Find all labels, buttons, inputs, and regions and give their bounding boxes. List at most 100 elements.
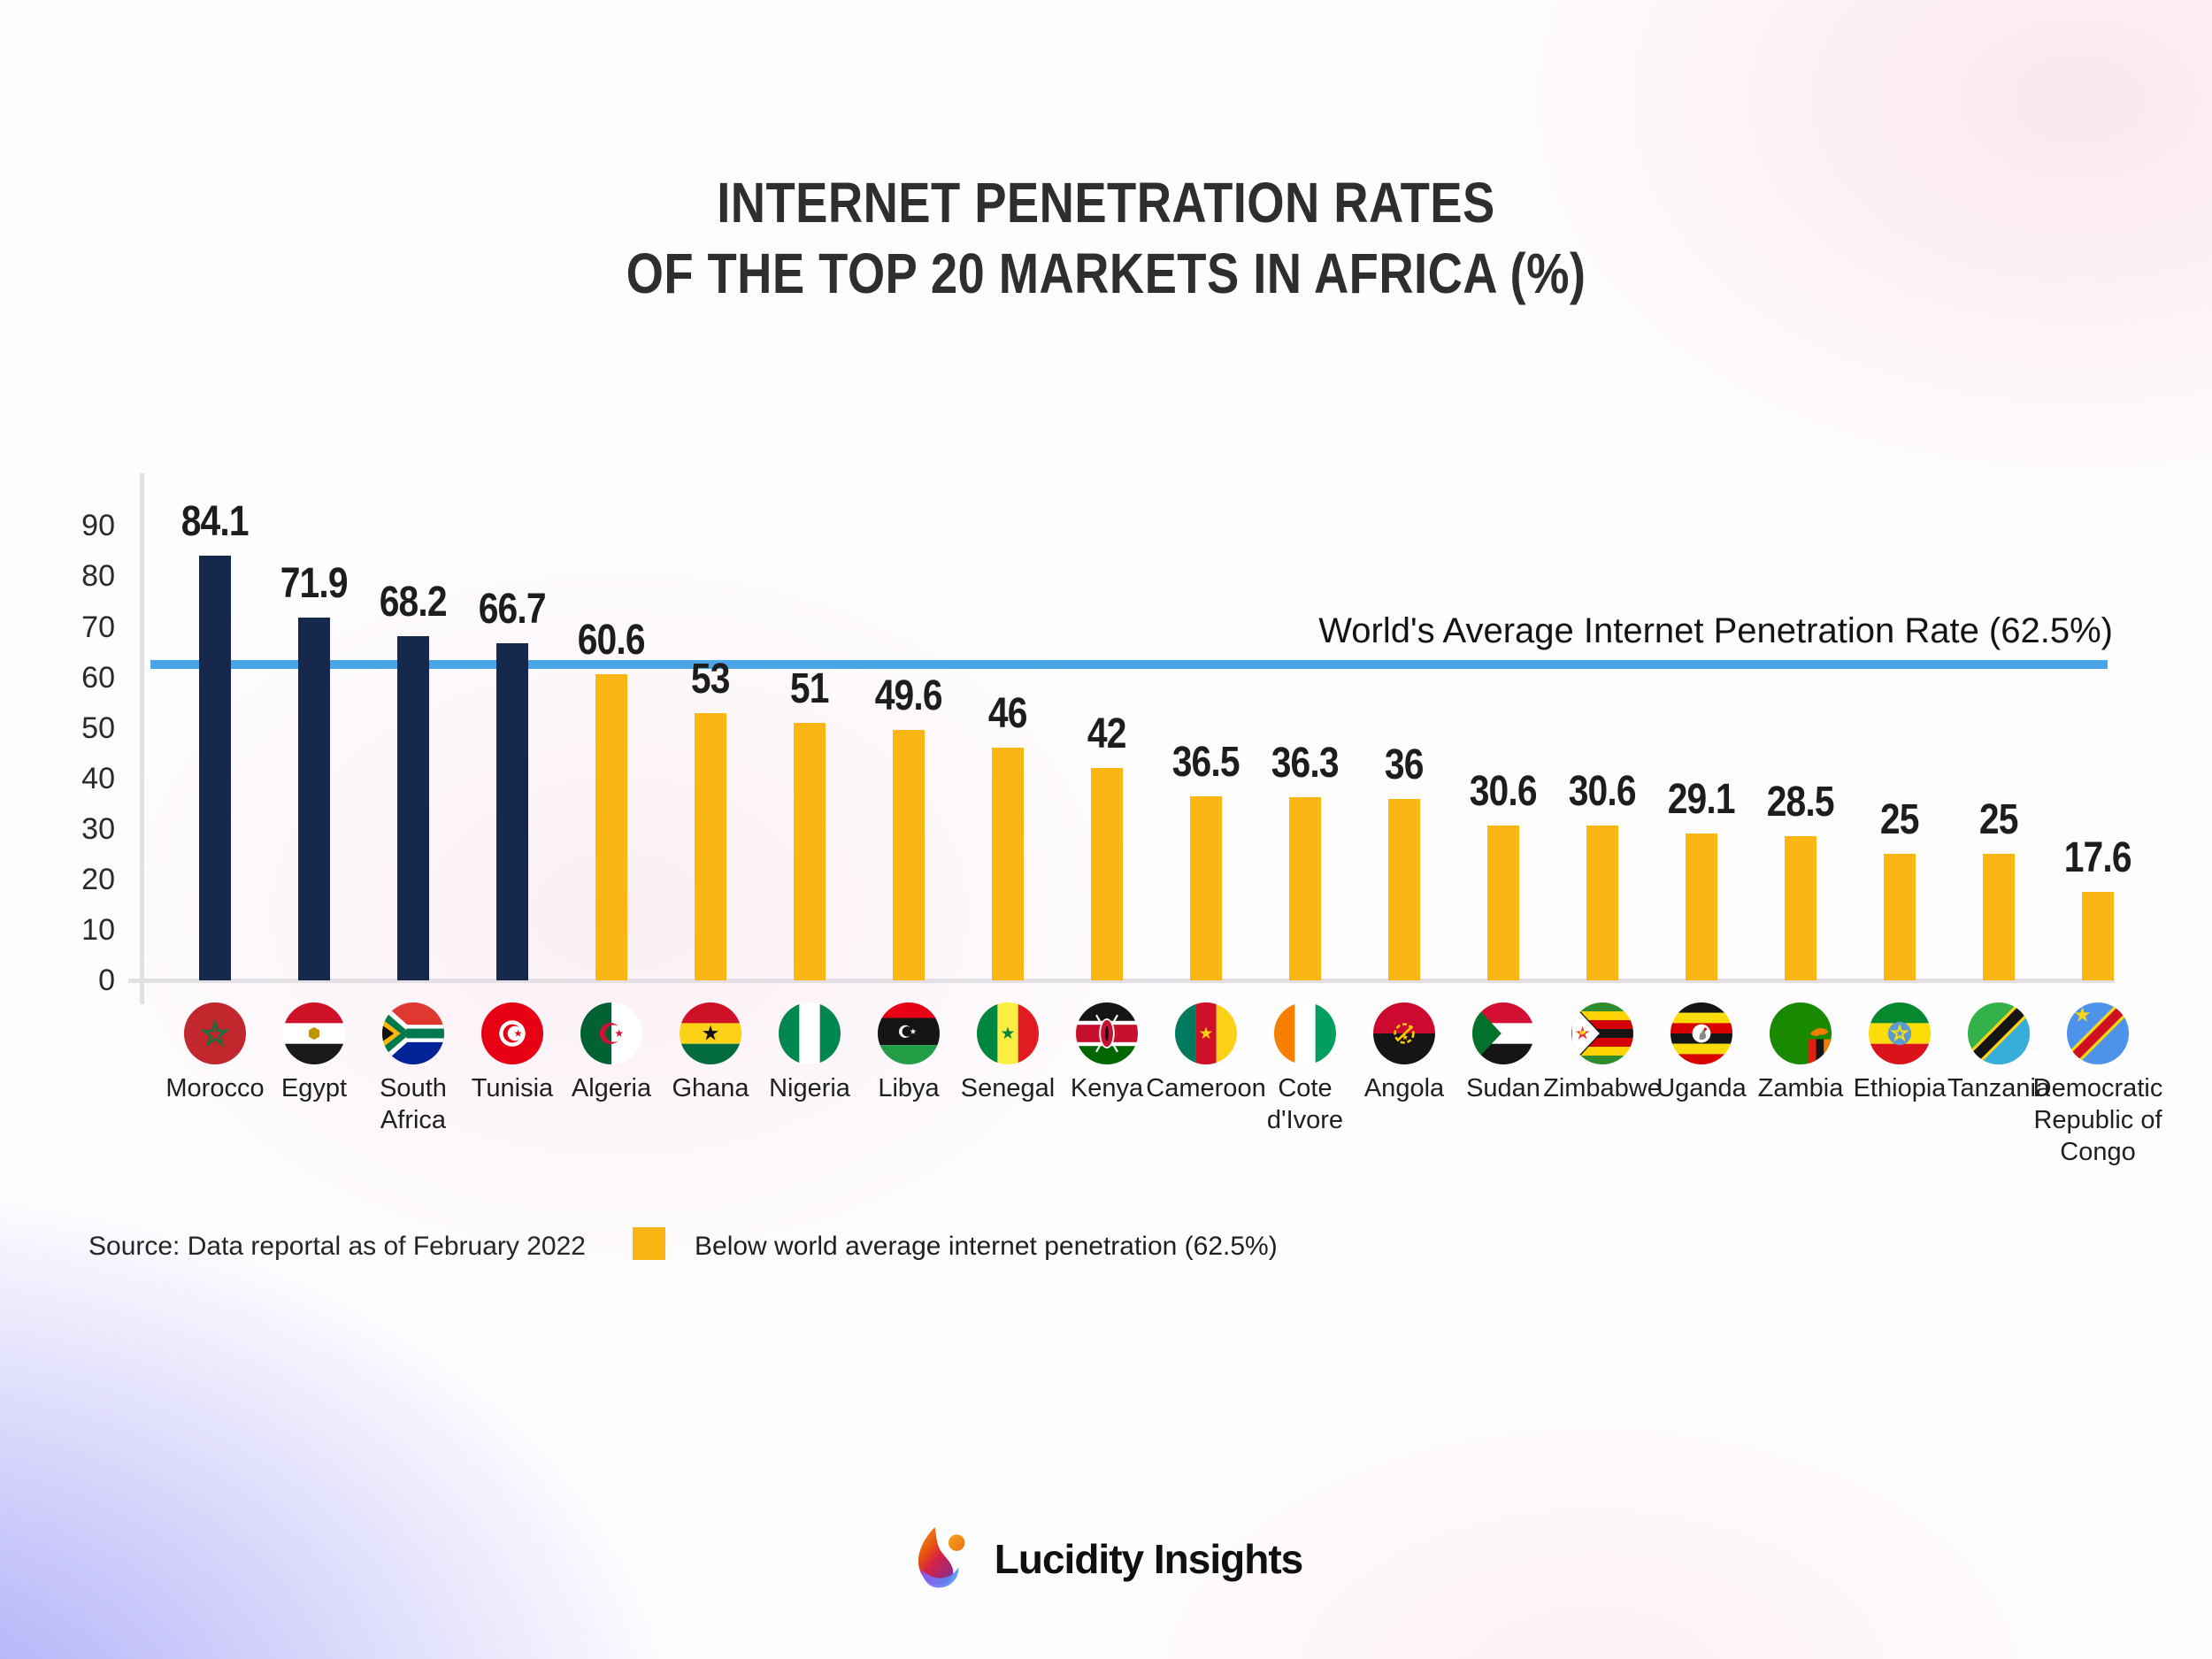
bar-value-label: 84.1 (180, 498, 250, 546)
bar (397, 635, 429, 980)
average-line (150, 660, 2108, 670)
flag-libya-icon (878, 1002, 940, 1064)
flag-sudan-icon (1472, 1002, 1534, 1064)
flag-dr-congo-icon (2067, 1002, 2129, 1064)
bar-value-label: 68.2 (379, 578, 448, 626)
flag-nigeria-icon (779, 1002, 841, 1064)
flag-cote-divore (1274, 1002, 1336, 1064)
page-title-line-2: OF THE TOP 20 MARKETS IN AFRICA (%) (626, 241, 1586, 305)
x-axis-line (128, 979, 2115, 983)
flag-cote-divore-icon (1274, 1002, 1336, 1064)
country-label: Cote d'Ivore (1266, 1074, 1344, 1134)
flag-zambia (1770, 1002, 1832, 1064)
country-label: Ethiopia (1853, 1074, 1947, 1102)
y-axis-tick-label: 0 (98, 964, 115, 997)
y-axis-tick-label: 90 (81, 509, 115, 543)
flag-libya (878, 1002, 940, 1064)
flag-sudan (1472, 1002, 1534, 1064)
bar (794, 722, 826, 980)
flag-kenya (1076, 1002, 1138, 1064)
y-axis-tick-label: 80 (81, 559, 115, 594)
bar-value-label: 71.9 (280, 559, 349, 607)
bar (1289, 796, 1321, 980)
bar (1091, 768, 1123, 980)
bar-value-label: 30.6 (1469, 768, 1538, 816)
flag-cameroon-icon (1175, 1002, 1237, 1064)
flag-uganda-icon (1671, 1002, 1732, 1064)
flag-tanzania (1968, 1002, 2030, 1064)
flag-tunisia-icon (481, 1002, 543, 1064)
bar-value-label: 30.6 (1568, 768, 1637, 816)
legend-swatch (633, 1227, 665, 1260)
bar-value-label: 53 (691, 655, 731, 703)
bar (298, 617, 330, 980)
country-label: Algeria (571, 1074, 652, 1102)
country-label: South Africa (380, 1074, 447, 1134)
average-line-label: World's Average Internet Penetration Rat… (1318, 611, 2113, 651)
flag-zimbabwe-icon (1571, 1002, 1633, 1064)
flag-tanzania-icon (1968, 1002, 2030, 1064)
bar-value-label: 36.5 (1171, 738, 1240, 786)
bar (496, 643, 528, 980)
flag-senegal-icon (977, 1002, 1039, 1064)
flag-ethiopia (1869, 1002, 1931, 1064)
flag-angola (1373, 1002, 1435, 1064)
page-title-line-1: INTERNET PENETRATION RATES (717, 170, 1495, 234)
flag-algeria-icon (580, 1002, 642, 1064)
flag-ghana-icon (680, 1002, 741, 1064)
bar-value-label: 25 (1979, 796, 2019, 844)
flag-zimbabwe (1571, 1002, 1633, 1064)
flag-south-africa-icon (382, 1002, 444, 1064)
flag-dr-congo (2067, 1002, 2129, 1064)
bar-value-label: 46 (988, 690, 1028, 738)
lucidity-insights-logo-icon (910, 1524, 975, 1594)
flag-ethiopia-icon (1869, 1002, 1931, 1064)
country-label: Cameroon (1146, 1074, 1266, 1102)
flag-nigeria (779, 1002, 841, 1064)
bar-value-label: 51 (790, 664, 830, 712)
country-label: Sudan (1466, 1074, 1540, 1102)
bar (1983, 854, 2015, 980)
country-label: Zimbabwe (1543, 1074, 1662, 1102)
country-label: Tanzania (1947, 1074, 2051, 1102)
bar (2082, 891, 2114, 980)
country-label: Nigeria (769, 1074, 850, 1102)
flag-morocco-icon (184, 1002, 246, 1064)
flag-angola-icon (1373, 1002, 1435, 1064)
y-axis-tick-label: 50 (81, 710, 115, 745)
bar-value-label: 66.7 (478, 586, 547, 634)
y-axis-tick-label: 30 (81, 811, 115, 846)
bar (1190, 795, 1222, 980)
bar (893, 729, 925, 980)
flag-uganda (1671, 1002, 1732, 1064)
legend-label: Below world average internet penetration… (695, 1232, 1278, 1261)
bar (1487, 826, 1519, 980)
country-label: Senegal (960, 1074, 1056, 1102)
bar (1785, 836, 1816, 980)
page-title: INTERNET PENETRATION RATES OF THE TOP 20… (0, 167, 2212, 309)
flag-algeria (580, 1002, 642, 1064)
country-label: Morocco (165, 1074, 265, 1102)
bar (695, 712, 726, 980)
country-label: Kenya (1070, 1074, 1144, 1102)
flag-morocco (184, 1002, 246, 1064)
bar (1884, 854, 1916, 980)
flag-egypt (283, 1002, 345, 1064)
bar-value-label: 36.3 (1271, 739, 1340, 787)
flag-kenya-icon (1076, 1002, 1138, 1064)
source-text: Source: Data reportal as of February 202… (88, 1232, 586, 1261)
bar (992, 748, 1024, 980)
bar (1388, 798, 1420, 980)
y-axis-tick-label: 20 (81, 862, 115, 896)
bar (1686, 833, 1717, 980)
bar-value-label: 28.5 (1766, 779, 1835, 826)
flag-tunisia (481, 1002, 543, 1064)
brand: Lucidity Insights (910, 1524, 1303, 1594)
bar (199, 556, 231, 980)
country-label: Democratic Republic of Congo (2032, 1074, 2163, 1166)
country-label: Libya (878, 1074, 940, 1102)
bar (1586, 826, 1618, 980)
y-axis-tick-label: 40 (81, 761, 115, 795)
country-label: Egypt (280, 1074, 348, 1102)
